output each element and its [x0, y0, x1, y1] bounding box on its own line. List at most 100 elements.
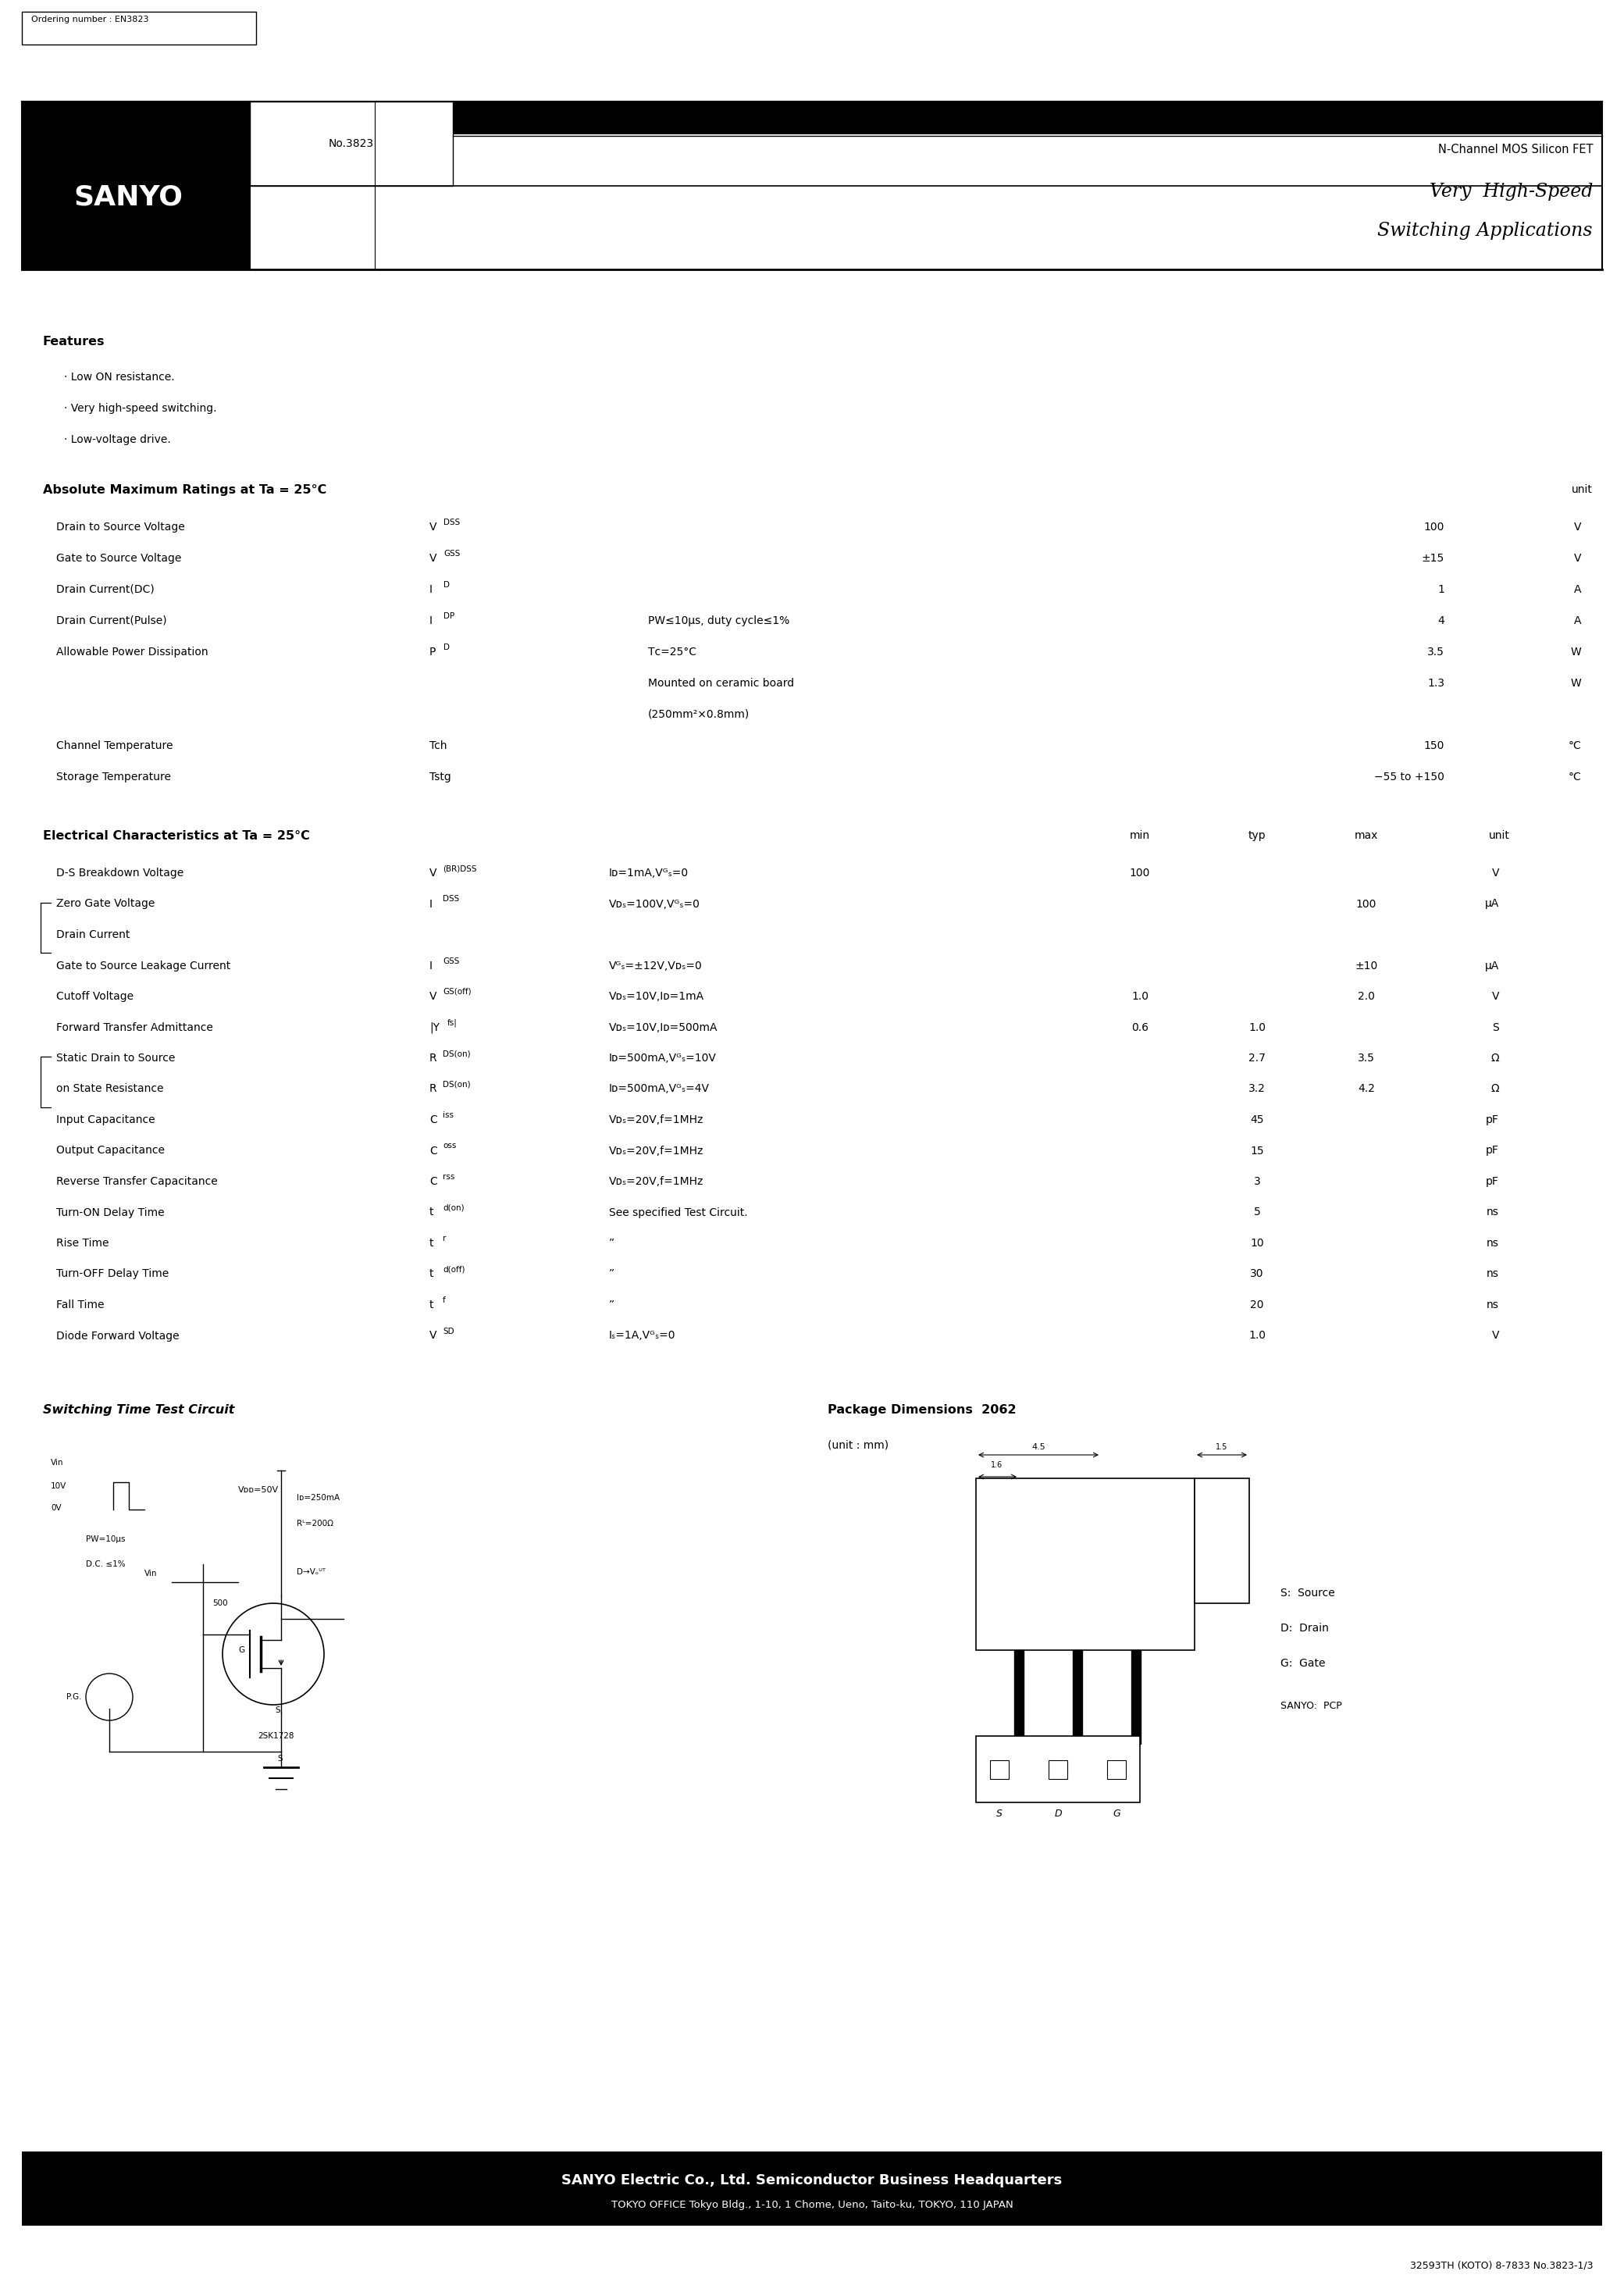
Text: DS(on): DS(on): [443, 1050, 471, 1057]
Text: Electrical Characteristics at Ta = 25°C: Electrical Characteristics at Ta = 25°C: [42, 829, 310, 843]
Text: Reverse Transfer Capacitance: Reverse Transfer Capacitance: [57, 1175, 218, 1187]
Text: 20: 20: [1250, 1298, 1263, 1310]
Text: W: W: [1570, 647, 1582, 658]
Text: S: S: [1492, 1023, 1499, 1032]
Text: Ω: Ω: [1491, 1052, 1499, 1064]
Text: 1.5: 1.5: [1216, 1444, 1228, 1451]
Text: P.G.: P.G.: [67, 1693, 81, 1702]
Text: |Y: |Y: [429, 1023, 440, 1034]
Text: 2SK1728: 2SK1728: [258, 1731, 294, 1740]
Text: DSS: DSS: [443, 895, 460, 902]
Text: See specified Test Circuit.: See specified Test Circuit.: [609, 1207, 747, 1219]
Text: 45: 45: [1250, 1114, 1263, 1125]
Text: I: I: [429, 615, 432, 626]
Text: 1.3: 1.3: [1427, 679, 1444, 688]
Text: ns: ns: [1486, 1237, 1499, 1248]
Bar: [1015, 1649, 1023, 1745]
Text: Tstg: Tstg: [429, 772, 451, 784]
Text: A: A: [1574, 583, 1582, 595]
Text: DS(on): DS(on): [443, 1080, 471, 1089]
Text: °C: °C: [1569, 772, 1582, 784]
Text: Diode Forward Voltage: Diode Forward Voltage: [57, 1330, 179, 1342]
Text: fs|: fs|: [447, 1018, 458, 1027]
Text: ”: ”: [609, 1298, 614, 1310]
Text: ns: ns: [1486, 1269, 1499, 1280]
Text: t: t: [429, 1237, 434, 1248]
Text: SANYO Electric Co., Ltd. Semiconductor Business Headquarters: SANYO Electric Co., Ltd. Semiconductor B…: [562, 2173, 1062, 2187]
Text: 3: 3: [1254, 1175, 1260, 1187]
Text: 0.6: 0.6: [1132, 1023, 1148, 1032]
Text: 100: 100: [1356, 898, 1377, 909]
Text: D: D: [443, 581, 450, 588]
Text: max: max: [1354, 829, 1379, 841]
Text: Switching Time Test Circuit: Switching Time Test Circuit: [42, 1403, 234, 1417]
Text: V: V: [1492, 1330, 1499, 1342]
Text: Drain to Source Voltage: Drain to Source Voltage: [57, 522, 185, 533]
Text: °C: °C: [1569, 740, 1582, 752]
Text: V: V: [1574, 522, 1582, 533]
Bar: [976, 1736, 1140, 1802]
Bar: [991, 1761, 1009, 1779]
Text: G: G: [1112, 1809, 1121, 1818]
Text: D-S Breakdown Voltage: D-S Breakdown Voltage: [57, 868, 184, 879]
Text: V: V: [1574, 554, 1582, 565]
Text: 4.2: 4.2: [1358, 1084, 1376, 1093]
Text: −55 to +150: −55 to +150: [1374, 772, 1444, 784]
Text: W: W: [1570, 679, 1582, 688]
Text: Vᴳₛ=±12V,Vᴅₛ=0: Vᴳₛ=±12V,Vᴅₛ=0: [609, 959, 703, 970]
Text: 500: 500: [213, 1599, 227, 1608]
Text: C: C: [429, 1114, 437, 1125]
Text: 1.0: 1.0: [1249, 1330, 1265, 1342]
Text: Drain Current: Drain Current: [57, 929, 130, 941]
Text: 3.5: 3.5: [1358, 1052, 1376, 1064]
Text: 1.0: 1.0: [1249, 1023, 1265, 1032]
Text: D: D: [1054, 1809, 1062, 1818]
Text: 2.0: 2.0: [1358, 991, 1376, 1002]
Text: Vin: Vin: [145, 1570, 158, 1576]
Text: Gate to Source Voltage: Gate to Source Voltage: [57, 554, 182, 565]
Text: Iᴅ=1mA,Vᴳₛ=0: Iᴅ=1mA,Vᴳₛ=0: [609, 868, 689, 879]
Text: Static Drain to Source: Static Drain to Source: [57, 1052, 175, 1064]
Text: min: min: [1130, 829, 1150, 841]
Text: 2.7: 2.7: [1249, 1052, 1265, 1064]
Text: unit: unit: [1489, 829, 1510, 841]
Text: 100: 100: [1424, 522, 1444, 533]
Text: G:  Gate: G: Gate: [1280, 1658, 1325, 1670]
Text: Iᴅ=250mA: Iᴅ=250mA: [297, 1494, 339, 1501]
Text: (BR)DSS: (BR)DSS: [443, 863, 477, 872]
Text: d(off): d(off): [443, 1267, 464, 1273]
Text: Vᴅₛ=20V,f=1MHz: Vᴅₛ=20V,f=1MHz: [609, 1175, 703, 1187]
Bar: [1049, 1761, 1067, 1779]
Bar: [1073, 1649, 1082, 1745]
Text: D:  Drain: D: Drain: [1280, 1622, 1328, 1633]
Text: ±10: ±10: [1354, 959, 1377, 970]
Text: 2SK1728: 2SK1728: [1450, 109, 1593, 137]
Text: Iᴅ=500mA,Vᴳₛ=4V: Iᴅ=500mA,Vᴳₛ=4V: [609, 1084, 710, 1093]
Text: · Very high-speed switching.: · Very high-speed switching.: [63, 403, 216, 415]
Text: pF: pF: [1486, 1114, 1499, 1125]
Text: Turn-OFF Delay Time: Turn-OFF Delay Time: [57, 1269, 169, 1280]
Text: GSS: GSS: [443, 957, 460, 966]
Text: pF: pF: [1486, 1175, 1499, 1187]
Text: d(on): d(on): [443, 1203, 464, 1212]
Text: on State Resistance: on State Resistance: [57, 1084, 164, 1093]
Bar: [1195, 1478, 1249, 1604]
Bar: [21, 11, 257, 46]
Text: 1.0: 1.0: [1132, 991, 1148, 1002]
Text: Switching Applications: Switching Applications: [1377, 221, 1593, 239]
Text: Rᴸ=200Ω: Rᴸ=200Ω: [297, 1519, 333, 1529]
Text: R: R: [429, 1084, 437, 1093]
Text: SANYO: SANYO: [73, 185, 182, 210]
Text: f: f: [443, 1296, 445, 1305]
Text: D.C. ≤1%: D.C. ≤1%: [86, 1560, 125, 1567]
Text: t: t: [429, 1298, 434, 1310]
Text: Forward Transfer Admittance: Forward Transfer Admittance: [57, 1023, 213, 1032]
Text: Ordering number : EN3823: Ordering number : EN3823: [31, 16, 149, 23]
Text: Cutoff Voltage: Cutoff Voltage: [57, 991, 133, 1002]
Text: 1.6: 1.6: [991, 1460, 1004, 1469]
Text: Vᴅₛ=100V,Vᴳₛ=0: Vᴅₛ=100V,Vᴳₛ=0: [609, 898, 700, 909]
Bar: [1108, 1761, 1125, 1779]
Text: 3.5: 3.5: [1427, 647, 1444, 658]
Text: Input Capacitance: Input Capacitance: [57, 1114, 154, 1125]
Text: V: V: [429, 554, 437, 565]
